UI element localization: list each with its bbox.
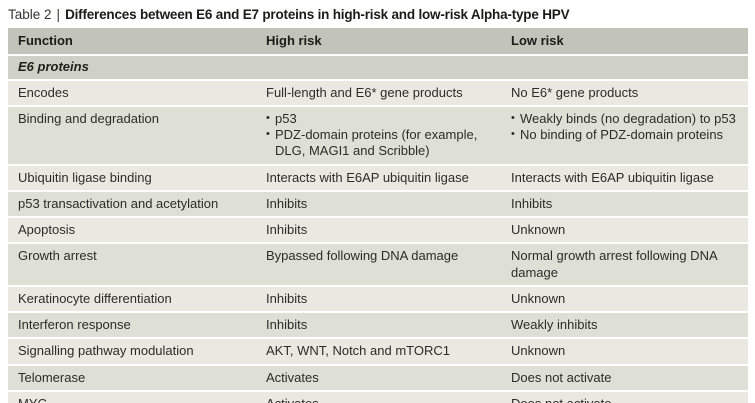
high-risk-cell: Interacts with E6AP ubiquitin ligase	[266, 169, 469, 185]
bullet-item: • p53	[266, 111, 491, 127]
low-risk-cell: Weakly inhibits	[511, 317, 598, 332]
section-header-label: E6 proteins	[18, 59, 89, 75]
low-risk-cell: Normal growth arrest following DNA damag…	[511, 248, 717, 280]
column-header-function: Function	[18, 33, 73, 48]
low-risk-cell: Does not activate	[511, 369, 612, 385]
function-cell: Keratinocyte differentiation	[18, 290, 172, 306]
low-risk-cell: Inhibits	[511, 195, 553, 211]
table-row: Interferon response Inhibits Weakly inhibi…	[8, 313, 748, 338]
high-risk-cell: Activates	[256, 392, 501, 403]
table-header-row: Function High risk Low risk	[8, 28, 748, 55]
low-risk-cell: • Weakly binds (no degradation) to p53 • No…	[501, 107, 748, 164]
table-caption: Table 2 | Differences between E6 and E7 pr…	[0, 0, 755, 28]
bullet-icon: •	[266, 128, 270, 140]
table-row: p53 transactivation and acetylation Inhib…	[8, 191, 748, 216]
table-row: Apoptosis Inhibits Unknown	[8, 218, 748, 243]
high-risk-cell: Full-length and E6* gene products	[266, 84, 463, 100]
high-risk-cell: Inhibits	[266, 222, 308, 237]
data-table: Function High risk Low risk E6 proteins …	[8, 28, 748, 403]
column-header-low-risk: Low risk	[511, 33, 564, 48]
table-row: Encodes Full-length and E6* gene products…	[8, 80, 748, 105]
high-risk-cell: Inhibits	[266, 290, 308, 306]
high-risk-cell: AKT, WNT, Notch and mTORC1	[266, 343, 450, 359]
low-risk-cell: No E6* gene products	[511, 84, 639, 100]
table-title: Differences between E6 and E7 proteins i…	[65, 7, 570, 22]
function-cell: Interferon response	[18, 317, 131, 332]
function-cell: Apoptosis	[18, 222, 76, 237]
low-risk-cell: Does not activate	[501, 392, 748, 403]
table-row: Ubiquitin ligase binding Interacts with E…	[8, 165, 748, 190]
low-risk-cell: Unknown	[511, 222, 566, 237]
high-risk-cell: Bypassed following DNA damage	[266, 248, 459, 264]
bullet-text: PDZ-domain proteins (for example, DLG, M…	[275, 127, 478, 159]
function-cell: Ubiquitin ligase binding	[18, 169, 152, 185]
bullet-text: p53	[275, 110, 297, 126]
column-header-high-risk: High risk	[266, 33, 322, 48]
table-row: Signalling pathway modulation AKT, WNT, N…	[8, 339, 748, 364]
low-risk-cell: Unknown	[511, 343, 566, 359]
function-cell: Telomerase	[18, 369, 86, 385]
high-risk-cell: Inhibits	[266, 195, 308, 211]
function-cell: MYC	[8, 392, 256, 403]
caption-divider: |	[56, 7, 61, 22]
table-number-label: Table 2	[8, 7, 52, 22]
bullet-text: Weakly binds (no degradation) to p53	[520, 110, 736, 126]
bullet-icon: •	[511, 111, 515, 124]
bullet-icon: •	[266, 111, 270, 124]
function-cell: Binding and degradation	[18, 110, 159, 126]
bullet-item: • PDZ-domain proteins (for example, DLG, …	[266, 127, 491, 160]
table-row: Keratinocyte differentiation Inhibits Unkn…	[8, 286, 748, 311]
function-cell: Encodes	[18, 84, 69, 100]
bullet-item: • No binding of PDZ-domain proteins	[511, 127, 738, 143]
table-row: MYCActivatesDoes not activate	[8, 391, 748, 403]
bullet-item: • Weakly binds (no degradation) to p53	[511, 111, 738, 127]
function-cell: Signalling pathway modulation	[18, 343, 194, 359]
high-risk-cell: Inhibits	[266, 317, 308, 332]
low-risk-cell: Interacts with E6AP ubiquitin ligase	[511, 169, 714, 185]
low-risk-cell: Unknown	[511, 290, 566, 306]
function-cell: Growth arrest	[18, 248, 97, 264]
high-risk-cell: Activates	[266, 369, 319, 385]
function-cell: p53 transactivation and acetylation	[18, 195, 219, 211]
table-row: Binding and degradation • p53 • PDZ-domain p…	[8, 106, 748, 164]
table-row: Growth arrest Bypassed following DNA dama…	[8, 244, 748, 285]
table-row: Telomerase Activates Does not activate	[8, 365, 748, 390]
section-header-row: E6 proteins	[8, 56, 748, 79]
bullet-icon: •	[511, 128, 515, 140]
bullet-text: No binding of PDZ-domain proteins	[520, 127, 724, 142]
high-risk-cell: • p53 • PDZ-domain proteins (for example, D…	[256, 107, 501, 164]
